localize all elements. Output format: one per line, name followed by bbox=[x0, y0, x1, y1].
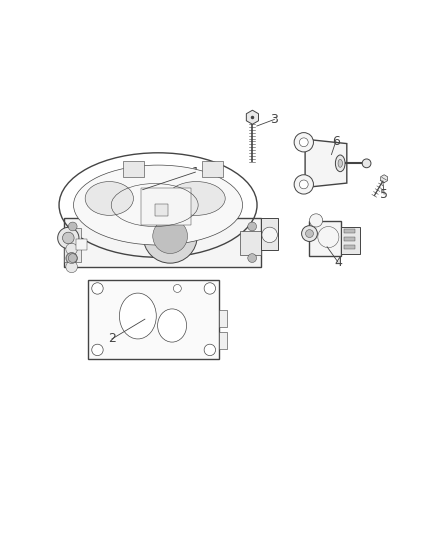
Polygon shape bbox=[380, 175, 387, 183]
Ellipse shape bbox=[85, 182, 133, 215]
Circle shape bbox=[92, 344, 103, 356]
Circle shape bbox=[247, 222, 256, 231]
FancyBboxPatch shape bbox=[343, 237, 354, 241]
Circle shape bbox=[68, 254, 77, 262]
FancyBboxPatch shape bbox=[239, 231, 260, 255]
Ellipse shape bbox=[73, 165, 242, 245]
FancyBboxPatch shape bbox=[343, 229, 354, 233]
Circle shape bbox=[204, 344, 215, 356]
FancyBboxPatch shape bbox=[64, 217, 260, 267]
FancyBboxPatch shape bbox=[219, 332, 227, 349]
Circle shape bbox=[204, 282, 215, 294]
Circle shape bbox=[361, 159, 370, 168]
Circle shape bbox=[293, 133, 313, 152]
Circle shape bbox=[66, 253, 77, 264]
Text: 2: 2 bbox=[108, 333, 116, 345]
Circle shape bbox=[66, 253, 77, 263]
Circle shape bbox=[92, 282, 103, 294]
Ellipse shape bbox=[337, 159, 342, 167]
Ellipse shape bbox=[335, 155, 344, 172]
Polygon shape bbox=[246, 110, 258, 124]
Circle shape bbox=[293, 175, 313, 194]
FancyBboxPatch shape bbox=[141, 188, 191, 225]
FancyBboxPatch shape bbox=[64, 228, 81, 262]
Text: 5: 5 bbox=[379, 188, 387, 200]
Circle shape bbox=[247, 254, 256, 262]
Ellipse shape bbox=[157, 309, 186, 342]
FancyBboxPatch shape bbox=[260, 219, 278, 251]
Text: 1: 1 bbox=[191, 166, 199, 179]
FancyBboxPatch shape bbox=[340, 228, 359, 254]
FancyBboxPatch shape bbox=[75, 239, 87, 249]
FancyBboxPatch shape bbox=[201, 161, 223, 176]
Circle shape bbox=[143, 209, 197, 263]
Circle shape bbox=[299, 180, 307, 189]
Circle shape bbox=[66, 261, 77, 273]
Circle shape bbox=[68, 222, 77, 231]
Text: 3: 3 bbox=[270, 113, 278, 126]
Text: 6: 6 bbox=[331, 135, 339, 148]
Circle shape bbox=[299, 138, 307, 147]
Circle shape bbox=[152, 219, 187, 254]
FancyBboxPatch shape bbox=[219, 310, 227, 327]
Ellipse shape bbox=[167, 182, 225, 215]
Circle shape bbox=[301, 225, 317, 241]
Ellipse shape bbox=[119, 293, 156, 339]
Circle shape bbox=[173, 285, 181, 293]
Circle shape bbox=[261, 227, 277, 243]
Circle shape bbox=[309, 214, 322, 227]
Polygon shape bbox=[304, 139, 346, 188]
Text: 4: 4 bbox=[333, 256, 341, 269]
FancyBboxPatch shape bbox=[154, 204, 168, 216]
FancyBboxPatch shape bbox=[123, 161, 144, 176]
FancyBboxPatch shape bbox=[88, 280, 219, 359]
Circle shape bbox=[66, 243, 77, 255]
FancyBboxPatch shape bbox=[309, 221, 340, 255]
Circle shape bbox=[62, 232, 74, 244]
FancyBboxPatch shape bbox=[343, 245, 354, 249]
Circle shape bbox=[57, 228, 79, 248]
Circle shape bbox=[305, 230, 313, 238]
